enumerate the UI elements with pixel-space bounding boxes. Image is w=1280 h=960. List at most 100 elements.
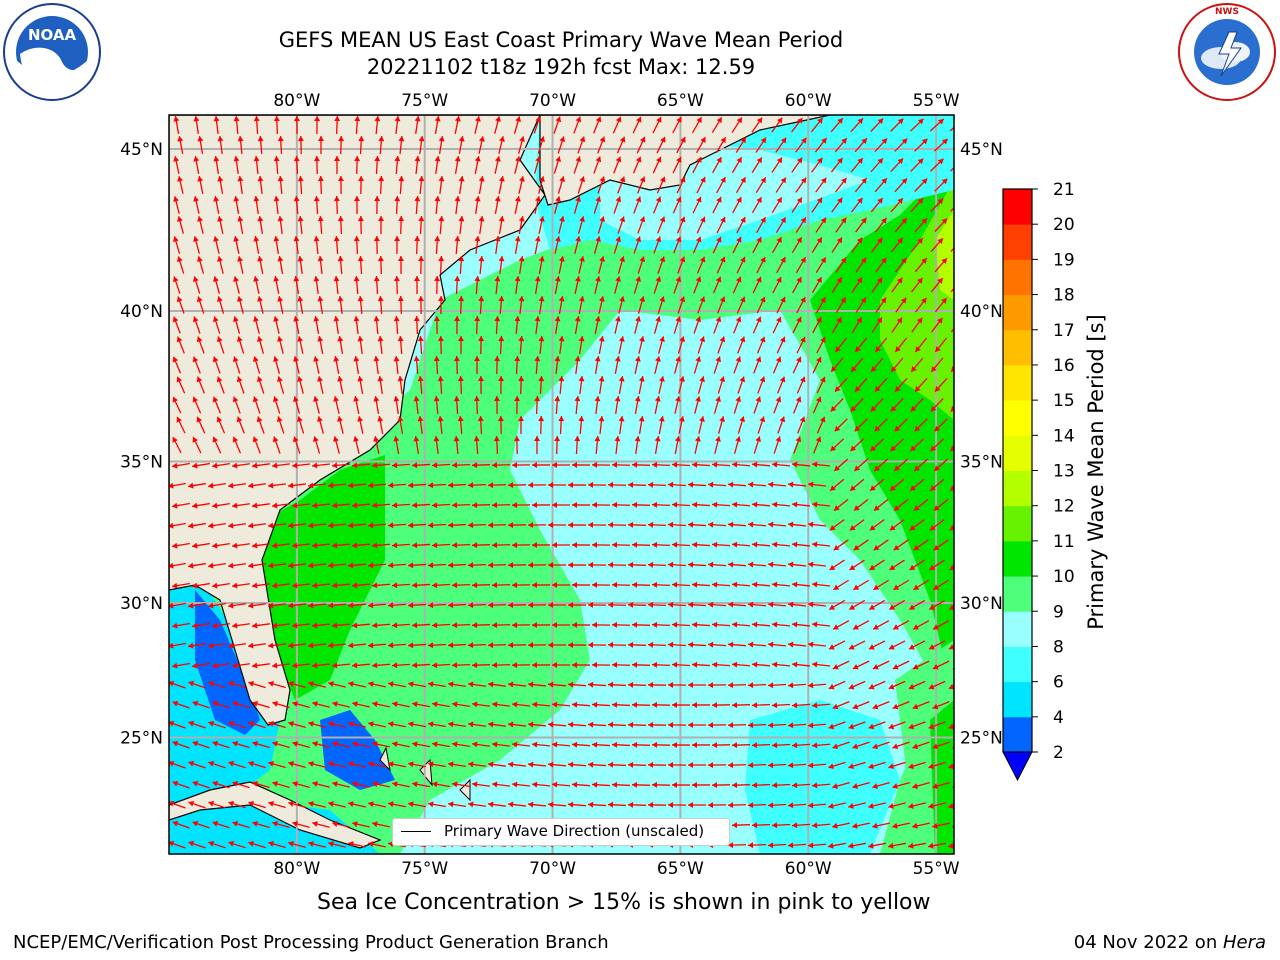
wave-arrow bbox=[914, 418, 928, 432]
wave-arrow bbox=[677, 336, 686, 354]
wave-arrow bbox=[870, 157, 884, 173]
wave-arrow bbox=[930, 237, 944, 253]
colorbar-swatch bbox=[1003, 576, 1032, 612]
nws-logo-text: NWS bbox=[1215, 7, 1239, 17]
wave-arrow bbox=[331, 462, 351, 469]
wave-arrow bbox=[914, 178, 928, 192]
wave-arrow bbox=[791, 117, 803, 133]
wave-arrow bbox=[796, 296, 806, 314]
wave-arrow bbox=[611, 781, 631, 788]
wave-arrow bbox=[567, 801, 587, 808]
wave-arrow bbox=[617, 176, 626, 194]
wave-arrow bbox=[647, 561, 667, 568]
wave-arrow bbox=[411, 622, 431, 629]
wave-arrow bbox=[192, 462, 210, 469]
wave-arrow bbox=[288, 681, 306, 688]
wave-arrow bbox=[692, 196, 702, 214]
wave-arrow bbox=[337, 215, 344, 235]
wave-arrow bbox=[849, 519, 865, 531]
wave-arrow bbox=[834, 177, 848, 193]
wave-arrow bbox=[812, 396, 822, 414]
wave-arrow bbox=[872, 620, 890, 630]
wave-arrow bbox=[872, 741, 890, 750]
wave-arrow bbox=[398, 135, 405, 155]
wave-arrow bbox=[693, 316, 702, 334]
wave-arrow bbox=[487, 482, 507, 489]
wave-arrow bbox=[451, 662, 471, 669]
wave-arrow bbox=[673, 356, 681, 374]
wave-arrow bbox=[511, 622, 531, 629]
wave-arrow bbox=[607, 521, 627, 528]
wave-arrow bbox=[571, 541, 591, 548]
wave-arrow bbox=[551, 622, 571, 629]
wave-arrow bbox=[317, 135, 324, 155]
wave-arrow bbox=[368, 841, 386, 848]
wave-arrow bbox=[327, 562, 347, 569]
wave-arrow bbox=[558, 415, 565, 435]
wave-arrow bbox=[411, 542, 431, 549]
wave-arrow bbox=[868, 802, 886, 809]
wave-arrow bbox=[697, 296, 706, 314]
wave-arrow bbox=[833, 579, 849, 591]
wave-arrow bbox=[531, 582, 551, 589]
wave-arrow bbox=[252, 740, 270, 749]
wave-arrow bbox=[413, 436, 420, 454]
wave-arrow bbox=[816, 416, 826, 434]
wave-arrow bbox=[930, 277, 944, 293]
wave-arrow bbox=[627, 801, 647, 808]
wave-arrow bbox=[747, 601, 767, 608]
wave-arrow bbox=[815, 177, 827, 193]
wave-arrow bbox=[908, 599, 926, 611]
wave-arrow bbox=[452, 781, 470, 788]
wave-arrow bbox=[387, 602, 407, 609]
wave-arrow bbox=[352, 741, 370, 748]
wave-arrow bbox=[736, 216, 746, 234]
wave-arrow bbox=[908, 721, 926, 730]
wave-arrow bbox=[591, 621, 611, 628]
wave-arrow bbox=[671, 581, 691, 588]
wave-arrow bbox=[352, 781, 370, 788]
wave-arrow bbox=[848, 721, 866, 730]
wave-arrow bbox=[518, 216, 525, 234]
wave-arrow bbox=[929, 438, 945, 452]
colorbar-tick-label: 18 bbox=[1053, 286, 1075, 306]
wave-arrow bbox=[538, 216, 545, 234]
wave-arrow bbox=[474, 156, 481, 174]
wave-arrow bbox=[308, 681, 326, 688]
colorbar-tick-label: 16 bbox=[1053, 356, 1075, 376]
wave-arrow bbox=[291, 582, 311, 589]
wave-arrow bbox=[534, 395, 541, 415]
wave-arrow bbox=[288, 761, 306, 768]
wave-arrow bbox=[192, 502, 210, 509]
wave-arrow bbox=[816, 376, 826, 394]
wave-arrow bbox=[311, 502, 331, 509]
wave-arrow bbox=[591, 581, 611, 588]
wave-arrow bbox=[696, 216, 706, 234]
wave-arrow bbox=[351, 462, 371, 469]
wave-arrow bbox=[634, 396, 641, 414]
wave-arrow bbox=[597, 176, 606, 194]
wave-arrow bbox=[796, 376, 806, 394]
wave-arrow bbox=[671, 621, 691, 628]
wave-arrow bbox=[169, 720, 186, 729]
wave-arrow bbox=[627, 761, 647, 768]
wave-arrow bbox=[297, 255, 304, 275]
wave-arrow bbox=[293, 195, 300, 215]
wave-arrow bbox=[267, 602, 287, 609]
lat-label-left: 45°N bbox=[120, 140, 163, 160]
wave-arrow bbox=[474, 235, 481, 255]
wave-arrow bbox=[192, 662, 210, 669]
wave-arrow bbox=[398, 175, 405, 195]
wave-arrow bbox=[372, 821, 390, 828]
wave-arrow bbox=[777, 376, 786, 394]
wave-arrow bbox=[498, 136, 505, 154]
wave-arrow bbox=[736, 296, 746, 314]
wave-arrow bbox=[357, 255, 364, 275]
wave-arrow bbox=[554, 236, 561, 254]
wave-arrow bbox=[687, 521, 707, 528]
wave-arrow bbox=[928, 761, 946, 770]
wave-arrow bbox=[929, 118, 945, 132]
wave-arrow bbox=[910, 398, 924, 412]
wave-arrow bbox=[667, 601, 687, 608]
wave-arrow bbox=[272, 436, 281, 454]
